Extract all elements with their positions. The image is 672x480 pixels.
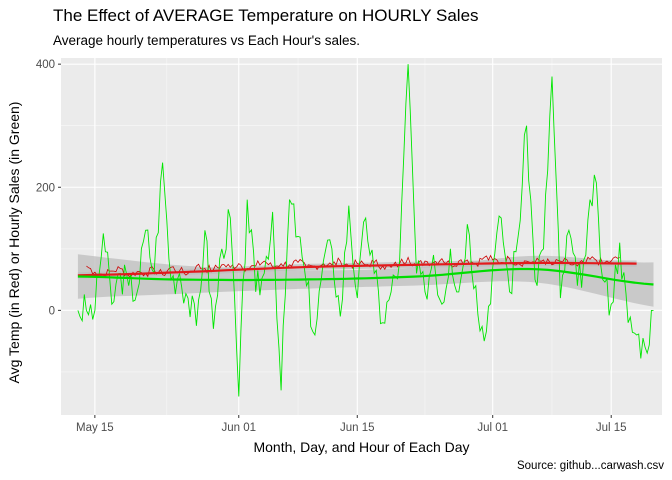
axes: 0 200 400 May 15 Jun 01 Jun 15 Jul 01 Jul 15: [36, 59, 627, 434]
data-layers: [77, 64, 654, 397]
sales-confidence-band: [77, 254, 654, 307]
x-tick-label: May 15: [76, 422, 114, 434]
x-axis-title: Month, Day, and Hour of Each Day: [253, 439, 469, 455]
sales-line: [77, 64, 654, 397]
temperature-confidence-band: [77, 259, 637, 279]
chart-title: The Effect of AVERAGE Temperature on HOU…: [53, 6, 479, 25]
x-tick-label: Jul 01: [477, 422, 508, 434]
temperature-trend-line: [77, 261, 637, 277]
sales-trend-line: [77, 267, 654, 286]
y-tick-label: 0: [49, 305, 55, 317]
x-tick-label: Jul 15: [596, 422, 627, 434]
chart-subtitle: Average hourly temperatures vs Each Hour…: [53, 33, 360, 48]
chart-caption: Source: github...carwash.csv: [516, 460, 664, 472]
x-tick-label: Jun 15: [340, 422, 375, 434]
y-tick-label: 400: [36, 59, 55, 71]
x-tick-label: Jun 01: [221, 422, 256, 434]
plot-panel: [61, 58, 662, 415]
gridlines: [61, 58, 662, 415]
y-tick-label: 200: [36, 182, 55, 194]
y-axis-title: Avg Temp (in Red) or Hourly Sales (in Gr…: [6, 102, 22, 384]
